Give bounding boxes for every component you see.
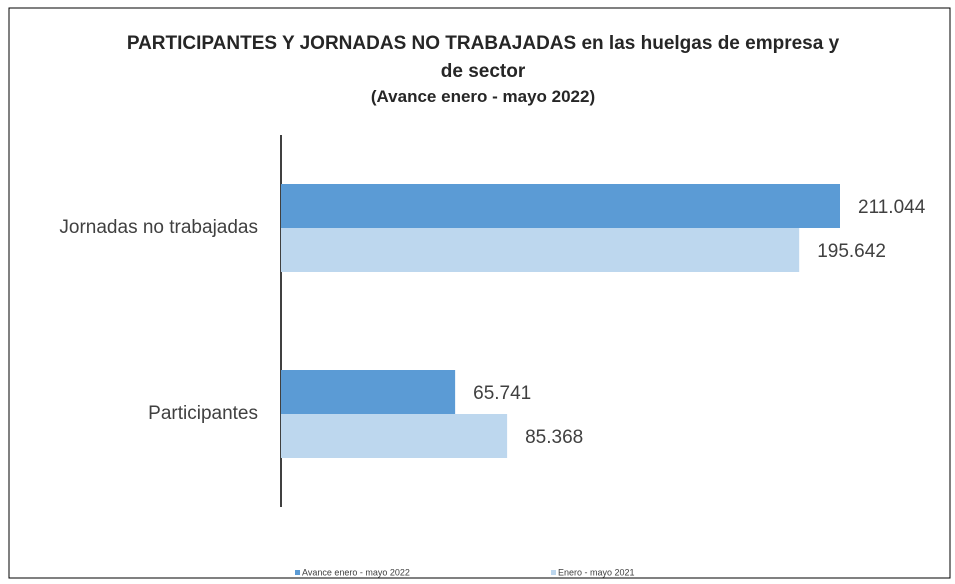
- bar: [281, 184, 840, 228]
- chart-subtitle: (Avance enero - mayo 2022): [370, 87, 596, 106]
- value-label: 211.044: [858, 197, 926, 218]
- value-label: 85.368: [525, 427, 583, 448]
- category-label: Jornadas no trabajadas: [59, 217, 258, 238]
- bar: [281, 228, 800, 272]
- bar: [281, 370, 456, 414]
- bar: [281, 414, 508, 458]
- value-label: 195.642: [817, 241, 886, 262]
- legend-label: Avance enero - mayo 2022: [302, 567, 410, 577]
- legend-swatch: [295, 570, 300, 575]
- chart-title: PARTICIPANTES Y JORNADAS NO TRABAJADAS e…: [126, 33, 840, 82]
- legend-swatch: [551, 570, 556, 575]
- legend-label: Enero - mayo 2021: [558, 567, 635, 577]
- chart-border: [8, 7, 951, 579]
- category-label: Participantes: [148, 403, 258, 424]
- value-label: 65.741: [473, 383, 531, 404]
